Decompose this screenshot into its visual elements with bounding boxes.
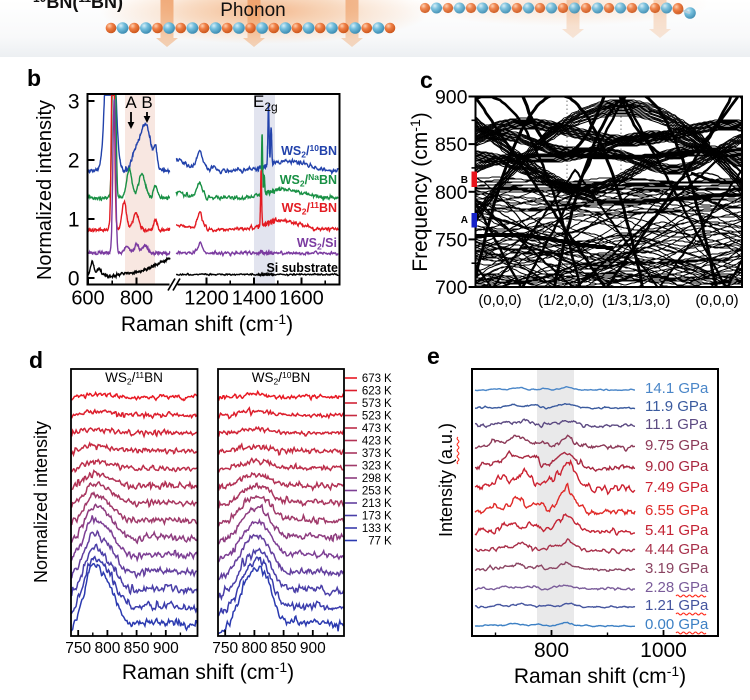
svg-text:Phonon: Phonon xyxy=(220,0,286,21)
svg-text:K: K xyxy=(384,498,392,510)
svg-text:173: 173 xyxy=(362,511,381,523)
svg-text:850: 850 xyxy=(124,640,150,657)
svg-text:800: 800 xyxy=(94,640,120,657)
svg-text:1.21 GPa: 1.21 GPa xyxy=(645,597,709,614)
svg-text:A: A xyxy=(125,93,137,112)
svg-text:K: K xyxy=(384,373,392,385)
svg-text:133: 133 xyxy=(362,523,381,535)
svg-text:Si substrate: Si substrate xyxy=(266,261,338,275)
svg-text:10BN(11BN): 10BN(11BN) xyxy=(33,0,123,12)
svg-text:573: 573 xyxy=(362,398,381,410)
svg-text:K: K xyxy=(384,436,392,448)
svg-text:Raman shift (cm-1): Raman shift (cm-1) xyxy=(122,659,294,684)
svg-text:900: 900 xyxy=(435,87,468,109)
svg-text:K: K xyxy=(384,486,392,498)
svg-text:11.1 GPa: 11.1 GPa xyxy=(645,416,708,433)
svg-text:K: K xyxy=(384,398,392,410)
svg-text:900: 900 xyxy=(153,640,179,657)
svg-text:(1/3,1/3,0): (1/3,1/3,0) xyxy=(602,292,670,309)
svg-text:Normalized intensity: Normalized intensity xyxy=(31,421,51,583)
svg-text:423: 423 xyxy=(362,436,381,448)
svg-text:9.00 GPa: 9.00 GPa xyxy=(645,458,709,475)
svg-text:K: K xyxy=(384,523,392,535)
svg-text:K: K xyxy=(384,473,392,485)
svg-text:800: 800 xyxy=(534,639,569,662)
svg-text:1: 1 xyxy=(68,209,80,232)
svg-text:WS2/NaBN: WS2/NaBN xyxy=(280,172,337,189)
svg-text:800: 800 xyxy=(435,182,468,204)
svg-text:B: B xyxy=(461,175,468,186)
svg-text:K: K xyxy=(384,423,392,435)
svg-text:B: B xyxy=(141,93,152,112)
svg-text:373: 373 xyxy=(362,448,381,460)
svg-text:4.44 GPa: 4.44 GPa xyxy=(645,541,709,558)
svg-text:K: K xyxy=(384,536,392,548)
svg-text:298: 298 xyxy=(362,473,381,485)
svg-text:700: 700 xyxy=(435,277,468,299)
svg-text:WS2/10BN: WS2/10BN xyxy=(281,143,337,160)
svg-text:800: 800 xyxy=(241,640,267,657)
svg-text:323: 323 xyxy=(362,461,381,473)
svg-text:WS2/10BN: WS2/10BN xyxy=(252,370,310,387)
svg-text:3.19 GPa: 3.19 GPa xyxy=(645,560,709,577)
svg-text:253: 253 xyxy=(362,486,381,498)
svg-text:14.1 GPa: 14.1 GPa xyxy=(645,380,709,397)
svg-text:(0,0,0): (0,0,0) xyxy=(478,292,521,309)
svg-text:3: 3 xyxy=(68,91,80,114)
svg-text:K: K xyxy=(384,511,392,523)
svg-text:673: 673 xyxy=(362,373,381,385)
svg-text:850: 850 xyxy=(271,640,297,657)
svg-text:b: b xyxy=(27,65,41,91)
svg-text:1400: 1400 xyxy=(232,288,277,310)
svg-text:2.28 GPa: 2.28 GPa xyxy=(645,579,709,596)
svg-text:Normalized intensity: Normalized intensity xyxy=(34,100,56,280)
svg-text:623: 623 xyxy=(362,386,381,398)
svg-text:5.41 GPa: 5.41 GPa xyxy=(645,522,709,539)
svg-text:2: 2 xyxy=(68,150,80,173)
svg-text:Intensity (a.u.): Intensity (a.u.) xyxy=(436,423,456,537)
svg-text:WS2/Si: WS2/Si xyxy=(297,236,337,252)
svg-text:523: 523 xyxy=(362,411,381,423)
svg-text:600: 600 xyxy=(71,288,104,310)
svg-text:750: 750 xyxy=(435,229,468,251)
svg-text:6.55 GPa: 6.55 GPa xyxy=(645,502,709,519)
svg-text:750: 750 xyxy=(212,640,238,657)
svg-text:K: K xyxy=(384,461,392,473)
svg-text:1200: 1200 xyxy=(184,288,229,310)
svg-text:(0,0,0): (0,0,0) xyxy=(695,292,738,309)
svg-text:850: 850 xyxy=(435,134,468,156)
svg-text:c: c xyxy=(420,67,433,93)
svg-text:(1/2,0,0): (1/2,0,0) xyxy=(538,292,594,309)
svg-text:0.00 GPa: 0.00 GPa xyxy=(645,616,709,633)
svg-text:Raman shift (cm-1): Raman shift (cm-1) xyxy=(121,311,293,336)
svg-text:7.49 GPa: 7.49 GPa xyxy=(645,479,709,496)
svg-text:1600: 1600 xyxy=(279,288,324,310)
svg-text:900: 900 xyxy=(300,640,326,657)
svg-text:800: 800 xyxy=(120,288,153,310)
svg-text:Raman shift (cm-1): Raman shift (cm-1) xyxy=(514,663,686,688)
svg-text:0: 0 xyxy=(68,268,80,291)
svg-text:213: 213 xyxy=(362,498,381,510)
svg-text:WS2/11BN: WS2/11BN xyxy=(282,200,337,217)
svg-text:77: 77 xyxy=(368,536,381,548)
svg-text:e: e xyxy=(427,343,440,369)
svg-text:K: K xyxy=(384,448,392,460)
svg-text:11.9 GPa: 11.9 GPa xyxy=(645,398,708,415)
svg-text:d: d xyxy=(29,347,43,373)
svg-text:K: K xyxy=(384,411,392,423)
svg-text:A: A xyxy=(461,215,468,226)
svg-text:1000: 1000 xyxy=(640,639,687,662)
svg-text:Frequency (cm-1): Frequency (cm-1) xyxy=(407,112,432,272)
svg-text:9.75 GPa: 9.75 GPa xyxy=(645,437,709,454)
svg-text:K: K xyxy=(384,386,392,398)
svg-text:473: 473 xyxy=(362,423,381,435)
svg-text:WS2/11BN: WS2/11BN xyxy=(105,370,163,387)
svg-text:750: 750 xyxy=(65,640,91,657)
